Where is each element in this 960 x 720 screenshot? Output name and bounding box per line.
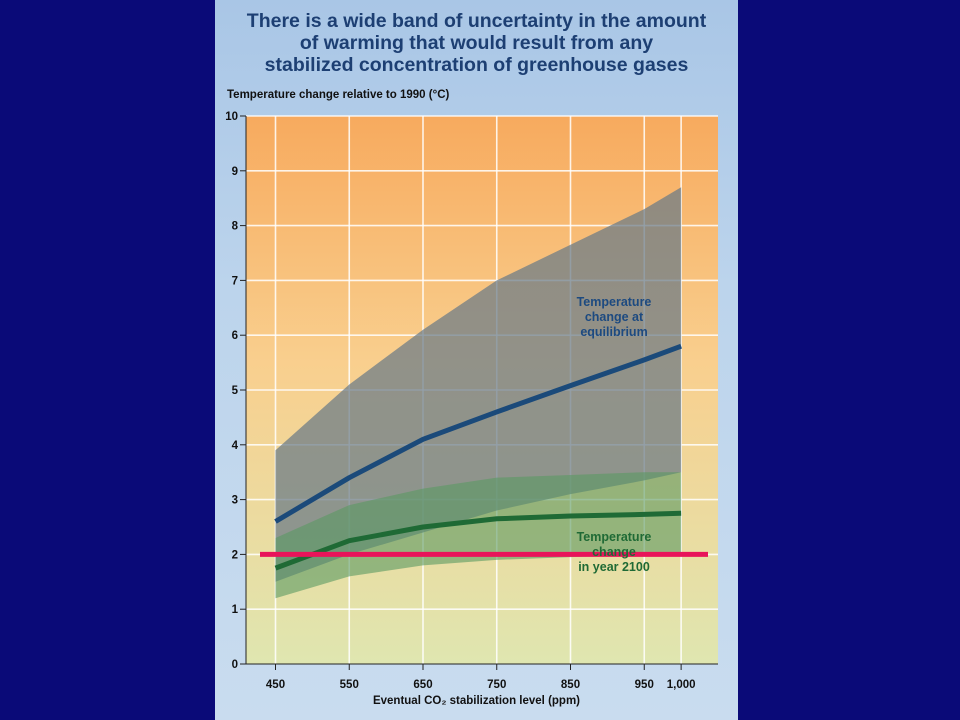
y-tick-label-8: 8	[232, 221, 239, 233]
y-tick-label-1: 1	[232, 604, 239, 616]
y-tick-label-2: 2	[232, 549, 238, 561]
x-tick-label-5: 950	[635, 679, 654, 691]
x-tick-label-1: 550	[340, 679, 359, 691]
series-label-1-line-0: Temperature	[577, 530, 652, 544]
x-tick-label-4: 850	[561, 679, 580, 691]
x-tick-label-6: 1,000	[667, 679, 696, 691]
x-tick-label-3: 750	[487, 679, 506, 691]
y-tick-label-0: 0	[232, 659, 238, 671]
series-label-1-line-2: in year 2100	[578, 560, 650, 574]
y-tick-label-7: 7	[232, 275, 238, 287]
series-label-0-line-0: Temperature	[577, 295, 652, 309]
y-tick-label-9: 9	[232, 166, 238, 178]
y-tick-label-6: 6	[232, 330, 238, 342]
series-label-0-line-1: change at	[585, 310, 644, 324]
x-tick-label-2: 650	[413, 679, 432, 691]
series-lines	[274, 343, 682, 571]
chart-title: There is a wide band of uncertainty in t…	[246, 10, 707, 76]
y-tick-label-4: 4	[232, 440, 239, 452]
uncertainty-bands	[275, 187, 682, 599]
uncertainty-band-1	[275, 472, 682, 599]
series-label-1-line-1: change	[592, 545, 636, 559]
x-axis-label: Eventual CO₂ stabilization level (ppm)	[372, 695, 581, 707]
x-tick-label-0: 450	[266, 679, 285, 691]
y-tick-label-3: 3	[232, 495, 238, 507]
y-axis-label: Temperature change relative to 1990 (°C)	[227, 89, 450, 101]
y-tick-label-5: 5	[232, 385, 239, 397]
series-label-0-line-2: equilibrium	[580, 325, 647, 339]
y-tick-label-10: 10	[225, 111, 238, 123]
axes: 0 1 2 3 4 5 6 7 8 9 10 450 550 650 750 850 950 1,000	[225, 111, 718, 691]
